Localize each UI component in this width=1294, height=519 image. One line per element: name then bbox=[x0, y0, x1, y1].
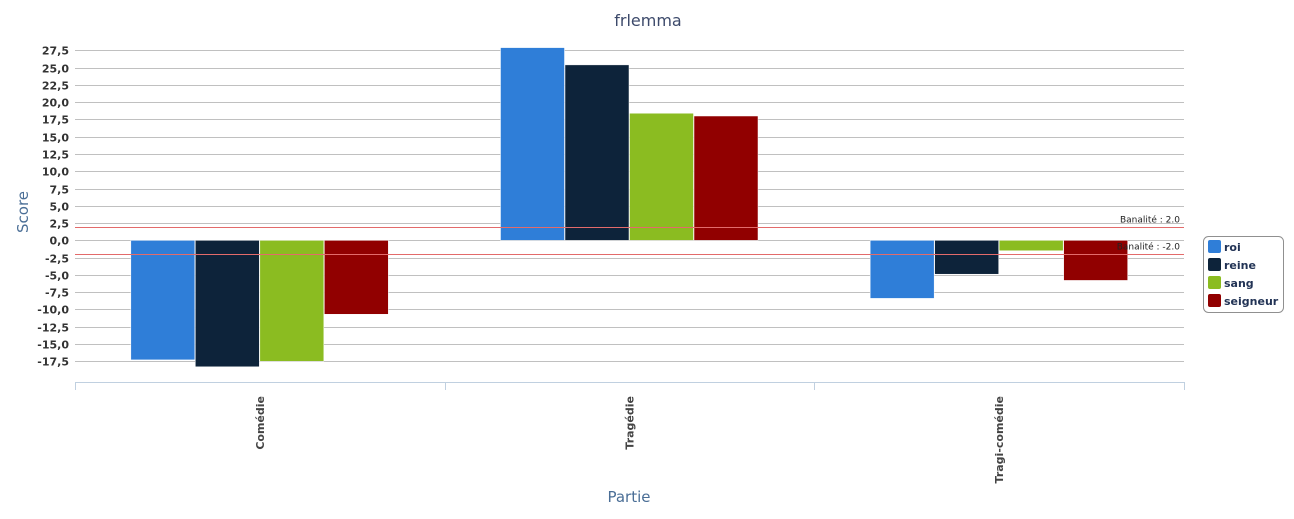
legend-item-label[interactable]: seigneur bbox=[1224, 295, 1279, 308]
y-tick-label: 15,0 bbox=[42, 132, 69, 145]
bar-sang bbox=[629, 112, 694, 241]
y-tick-label: 2,5 bbox=[50, 218, 70, 231]
y-tick-label: 0,0 bbox=[50, 235, 70, 248]
legend-swatch bbox=[1208, 294, 1221, 307]
legend-swatch bbox=[1208, 258, 1221, 271]
legend-box bbox=[1203, 236, 1284, 313]
bar-reine bbox=[564, 64, 630, 241]
y-axis-ticks: 27,5 25,0 22,5 20,0 17,5 15,0 12,5 10,0 7,5 5,0 2,… bbox=[37, 45, 69, 369]
y-tick-label: 25,0 bbox=[42, 63, 69, 76]
y-tick-label: -7,5 bbox=[45, 287, 69, 300]
reference-lines: Banalité : 2.0 Banalité : -2.0 bbox=[75, 215, 1184, 255]
legend-swatch bbox=[1208, 276, 1221, 289]
y-tick-label: -12,5 bbox=[37, 322, 69, 335]
x-axis-title: Partie bbox=[607, 488, 650, 506]
x-tick-label: Tragi-comédie bbox=[993, 396, 1006, 483]
legend-item-label[interactable]: roi bbox=[1224, 241, 1241, 254]
bar-seigneur bbox=[1063, 240, 1128, 281]
y-tick-label: 12,5 bbox=[42, 149, 69, 162]
y-tick-label: 27,5 bbox=[42, 45, 69, 58]
bar-sang bbox=[259, 240, 325, 362]
bars bbox=[130, 47, 1128, 368]
x-tick-label: Comédie bbox=[254, 396, 267, 450]
y-tick-label: -2,5 bbox=[45, 253, 69, 266]
bar-roi bbox=[130, 240, 196, 361]
bar-seigneur bbox=[324, 240, 389, 315]
y-tick-label: 7,5 bbox=[50, 184, 70, 197]
y-tick-label: 22,5 bbox=[42, 80, 69, 93]
y-tick-label: 17,5 bbox=[42, 114, 69, 127]
y-tick-label: -5,0 bbox=[45, 270, 69, 283]
bar-roi bbox=[869, 240, 935, 299]
bar-roi bbox=[500, 47, 565, 241]
legend-item-label[interactable]: reine bbox=[1224, 259, 1256, 272]
y-tick-label: 5,0 bbox=[50, 201, 70, 214]
legend: roi reine sang seigneur bbox=[1203, 236, 1284, 313]
bar-reine bbox=[934, 240, 999, 275]
reference-line-label: Banalité : 2.0 bbox=[1120, 215, 1180, 226]
bar-seigneur bbox=[693, 115, 759, 241]
x-axis: Comédie Tragédie Tragi-comédie bbox=[75, 382, 1185, 483]
reference-line-label: Banalité : -2.0 bbox=[1117, 242, 1181, 253]
y-axis-title: Score bbox=[14, 191, 32, 233]
y-tick-label: -15,0 bbox=[37, 339, 69, 352]
chart-title: frlemma bbox=[614, 11, 681, 30]
legend-swatch bbox=[1208, 240, 1221, 253]
bar-sang bbox=[998, 240, 1064, 251]
bar-reine bbox=[195, 240, 260, 368]
y-tick-label: -10,0 bbox=[37, 304, 69, 317]
y-tick-label: 20,0 bbox=[42, 97, 69, 110]
y-tick-label: 10,0 bbox=[42, 166, 69, 179]
y-tick-label: -17,5 bbox=[37, 356, 69, 369]
x-tick-label: Tragédie bbox=[624, 396, 637, 450]
legend-item-label[interactable]: sang bbox=[1224, 277, 1254, 290]
